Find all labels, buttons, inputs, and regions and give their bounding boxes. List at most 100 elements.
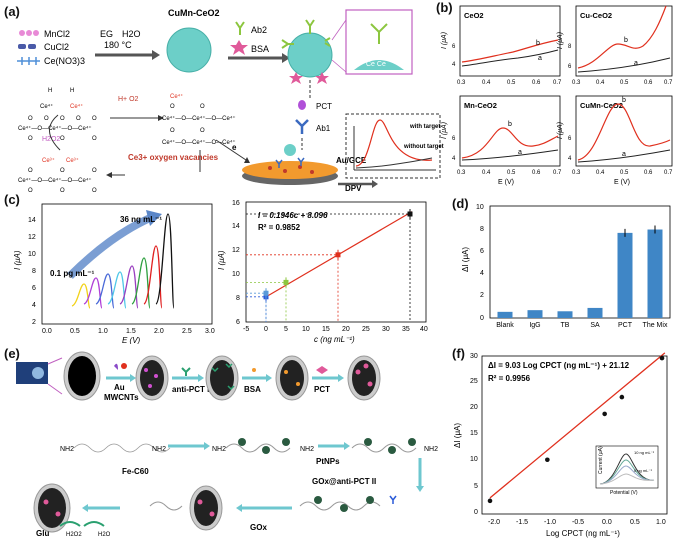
svg-text:H: H (48, 88, 52, 94)
svg-text:0.7: 0.7 (553, 170, 562, 176)
data-point (335, 252, 341, 258)
cycle-structure-3: Ce³⁺ Ce³⁺ O O O Ce⁴⁺—O—Ce⁴⁺—O—Ce⁴⁺ O O O (18, 157, 97, 194)
svg-text:-0.5: -0.5 (572, 519, 584, 526)
svg-text:0.3: 0.3 (457, 80, 466, 86)
panel-c-right: 6 8 10 12 14 16 -5 0 5 10 15 20 25 30 35 40 c (n… (217, 200, 428, 344)
h2o2-e-label: H2O2 (66, 532, 82, 538)
svg-text:a: a (538, 55, 542, 62)
glu-label: Glu (36, 529, 49, 538)
bar (527, 310, 543, 318)
fe-label: Fe-C60 (122, 467, 149, 476)
svg-text:a: a (518, 149, 522, 156)
svg-text:0 ng mL⁻¹: 0 ng mL⁻¹ (634, 468, 653, 473)
pct-icon (298, 100, 306, 110)
subplot-cu-ceo2: Cu-CeO2 b a 8 6 0.3 0.4 0.5 0.6 0.7 I (μA) (557, 5, 673, 86)
svg-text:8: 8 (568, 44, 572, 50)
svg-text:O: O (28, 136, 33, 142)
svg-text:0.6: 0.6 (532, 170, 541, 176)
reagent-mncl2: MnCl2 (44, 29, 70, 39)
svg-text:0.4: 0.4 (482, 170, 491, 176)
calib-equation: I = 0.1946c + 8.096 (258, 211, 328, 220)
svg-text:4: 4 (32, 302, 36, 309)
svg-text:12: 12 (28, 234, 36, 241)
mncl2-icon (19, 30, 39, 36)
svg-text:NH2: NH2 (300, 446, 314, 453)
svg-text:0.6: 0.6 (644, 170, 653, 176)
data-point (487, 498, 493, 504)
svg-text:PCT: PCT (314, 385, 330, 394)
svg-text:O: O (28, 168, 33, 174)
ab2-label: Ab2 (251, 25, 267, 35)
bar-category-label: Blank (496, 322, 514, 329)
f-xticks: -2.0 -1.5 -1.0 -0.5 0.0 0.5 1.0 (488, 519, 666, 526)
data-point (602, 411, 607, 417)
svg-text:O: O (60, 188, 65, 194)
svg-text:NH2: NH2 (60, 446, 74, 453)
svg-text:H: H (70, 88, 74, 94)
svg-text:0.3: 0.3 (572, 170, 581, 176)
bsa-label: BSA (251, 44, 269, 54)
svg-text:O: O (170, 128, 175, 134)
panel-d-bar: 0 2 4 6 8 10 ΔI (μA) Blank IgG TB SA PCT The Mix (461, 204, 671, 329)
data-point (283, 279, 289, 285)
ceno3-icon (17, 57, 40, 65)
panel-e-diagram: Au MWCNTs anti-PCT I BSA PCT NH2 NH2 Fe-… (16, 351, 438, 538)
svg-text:1.0: 1.0 (656, 519, 666, 526)
svg-text:0.5: 0.5 (620, 80, 629, 86)
svg-text:6: 6 (452, 136, 456, 142)
pt-label: PtNPs (316, 457, 340, 466)
subplot-cumn-ceo2: CuMn-CeO2 b a 6 4 0.3 0.4 0.5 0.6 0.7 E (V) I … (557, 95, 673, 186)
svg-text:I (μA): I (μA) (441, 32, 448, 49)
h2o-e-label: H2O (98, 532, 111, 538)
panel-e-label: (e) (4, 346, 20, 361)
svg-text:I (μA): I (μA) (13, 250, 22, 270)
svg-text:O: O (44, 116, 49, 122)
svg-text:O: O (28, 116, 33, 122)
f-inset: 10 ng mL⁻¹ 0 ng mL⁻¹ Potential (V) Curre… (595, 445, 659, 496)
svg-text:0.5: 0.5 (620, 170, 629, 176)
svg-text:14: 14 (28, 217, 36, 224)
h2o2-label: H2O2 (42, 136, 60, 143)
svg-text:BSA: BSA (244, 385, 261, 394)
svg-text:O: O (170, 104, 175, 110)
svg-text:40: 40 (420, 326, 428, 333)
svg-text:35: 35 (402, 326, 410, 333)
svg-text:2: 2 (480, 292, 484, 299)
svg-text:O: O (92, 116, 97, 122)
svg-text:I (μA): I (μA) (441, 122, 448, 139)
f-r2: R² = 0.9956 (488, 374, 531, 383)
panel-b-plots: CeO2 b a 6 4 0.3 0.4 0.5 0.6 0.7 I (μA) Cu-CeO… (441, 5, 673, 186)
cond-temp: 180 °C (104, 40, 132, 50)
svg-text:8: 8 (236, 295, 240, 302)
bar-category-label: The Mix (643, 322, 668, 329)
svg-text:Mn-CeO2: Mn-CeO2 (464, 101, 497, 110)
svg-text:ΔI (μA): ΔI (μA) (453, 423, 462, 448)
svg-text:20: 20 (342, 326, 350, 333)
bar (647, 229, 663, 318)
cucl2-icon (18, 44, 36, 49)
svg-text:0.5: 0.5 (70, 328, 80, 335)
bar (617, 232, 633, 318)
svg-text:O: O (92, 168, 97, 174)
right-yticks: 6 8 10 12 14 16 (232, 200, 240, 326)
svg-text:Cu-CeO2: Cu-CeO2 (580, 11, 612, 20)
dpv-inset (345, 113, 441, 179)
panel-c-label: (c) (4, 192, 20, 207)
svg-text:Ce⁴⁺—O—Ce⁴⁺—O—Ce⁴⁺: Ce⁴⁺—O—Ce⁴⁺—O—Ce⁴⁺ (18, 177, 92, 184)
bar (497, 311, 513, 318)
pt-chain (351, 438, 417, 454)
svg-text:Ce⁴⁺: Ce⁴⁺ (170, 93, 183, 100)
svg-text:E (V): E (V) (498, 179, 514, 186)
ab1-label: Ab1 (316, 124, 331, 133)
svg-text:6: 6 (568, 64, 572, 70)
subplot-title: CeO2 (464, 11, 484, 20)
zoom-box (345, 9, 413, 75)
svg-text:0.3: 0.3 (572, 80, 581, 86)
svg-text:0.4: 0.4 (596, 170, 605, 176)
dpv-axes (41, 203, 213, 325)
svg-text:14: 14 (232, 223, 240, 230)
svg-text:5: 5 (284, 326, 288, 333)
data-point (659, 355, 665, 361)
svg-text:0.4: 0.4 (596, 80, 605, 86)
svg-text:20: 20 (470, 404, 478, 411)
